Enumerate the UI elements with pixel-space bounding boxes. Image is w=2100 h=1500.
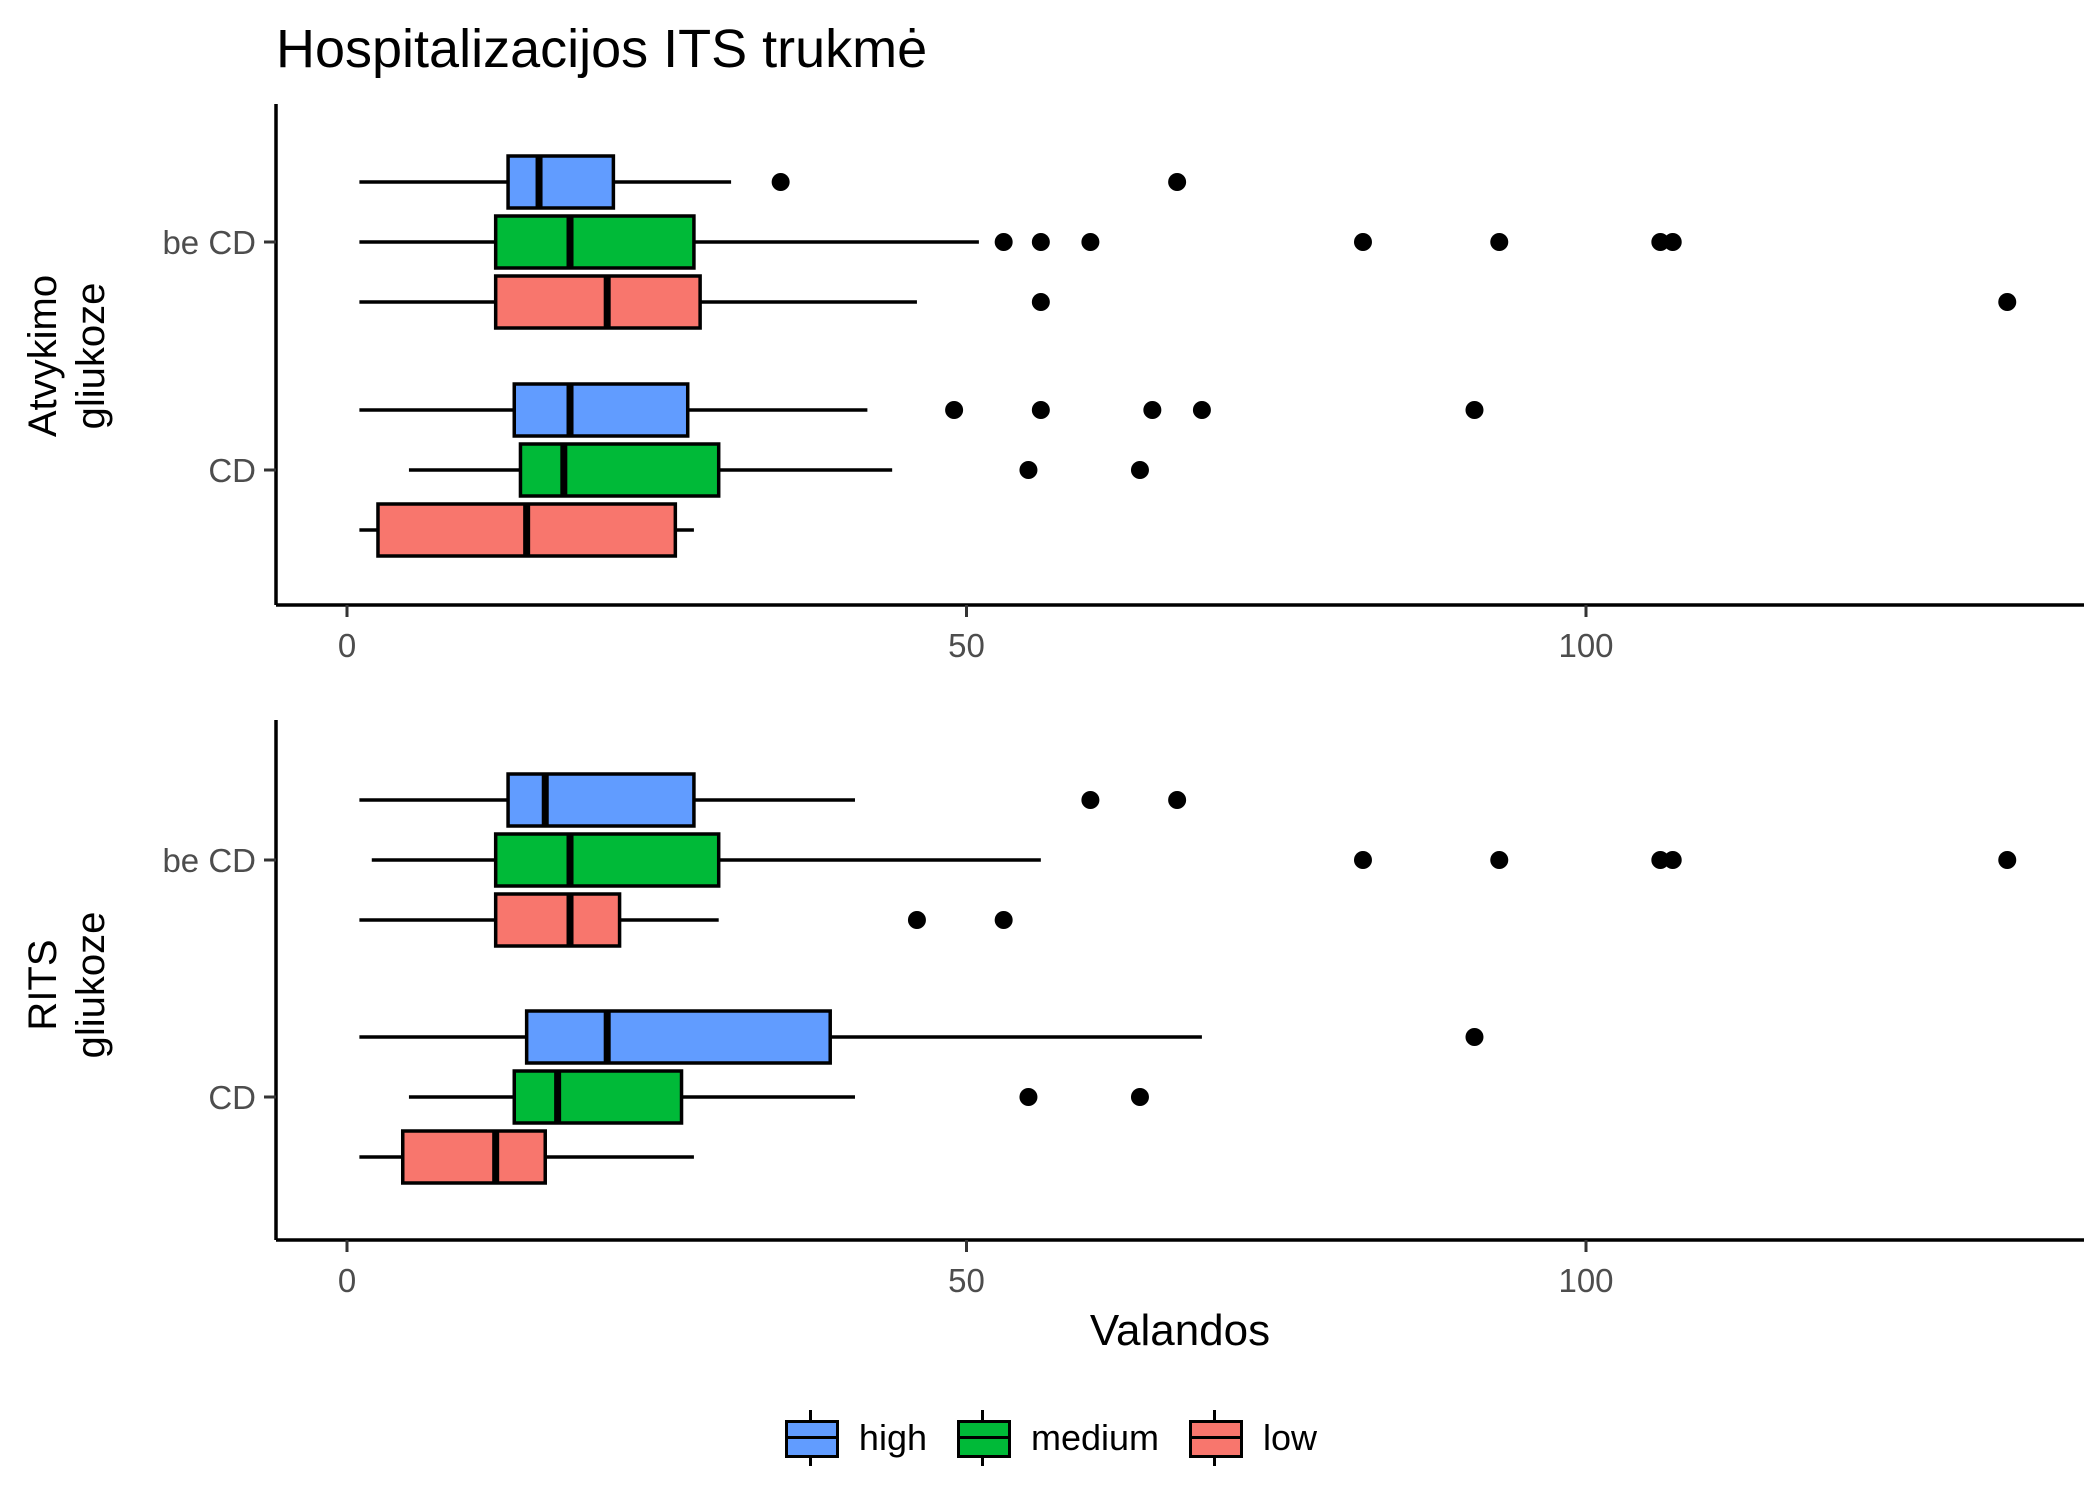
panel1-be-cd-medium-outlier	[1651, 233, 1670, 251]
legend-item-medium: medium	[955, 1410, 1159, 1466]
panel2-be-cd-low-box	[493, 892, 622, 948]
panel2-x-tick-label: 100	[1558, 1262, 1613, 1299]
panel1-cd-high-outlier	[1192, 401, 1211, 419]
panel1-y-tick-label: be CD	[162, 224, 256, 261]
legend-label-medium: medium	[1030, 1417, 1160, 1458]
panel2-be-cd-medium-outlier	[1490, 851, 1509, 869]
panel2-cd-medium-box	[512, 1069, 684, 1125]
panel1-x-tick-label: 100	[1558, 627, 1613, 664]
panel1-be-cd-medium-outlier	[1031, 233, 1050, 251]
panel2-be-cd-medium-outlier	[1651, 851, 1670, 869]
panel2-be-cd-medium-outlier	[1998, 851, 2017, 869]
panel1-be-cd-medium-outlier	[1663, 233, 1682, 251]
panel2-be-cd-low-outlier	[907, 911, 926, 929]
panel2-x-tick-label: 0	[338, 1262, 356, 1299]
panel2-be-cd-medium-box	[493, 832, 721, 888]
panel1-y-tick-label: CD	[208, 452, 256, 489]
legend-item-high: high	[783, 1410, 927, 1466]
panel1-be-cd-low-outlier	[1031, 293, 1050, 311]
x-axis-title: Valandos	[1089, 1306, 1271, 1355]
panel1-be-cd-high-outlier	[1168, 173, 1187, 191]
legend-item-low: low	[1187, 1410, 1317, 1466]
panel1-cd-high-outlier	[1143, 401, 1162, 419]
panel2-y-tick-label: CD	[208, 1079, 256, 1116]
panel2-x-tick-label: 50	[948, 1262, 985, 1299]
legend-key-medium	[955, 1410, 1011, 1466]
legend-swatch-high	[784, 1420, 839, 1458]
panel1-cd-high-outlier	[1031, 401, 1050, 419]
panel1-cd-high-outlier	[1465, 401, 1484, 419]
panel2-be-cd-high-outlier	[1081, 791, 1100, 809]
panel2-cd-high-box	[524, 1009, 832, 1065]
legend: high medium low	[0, 1410, 2100, 1466]
panel2-y-tick-label: be CD	[162, 842, 256, 879]
panel2-be-cd-high-box	[506, 772, 696, 828]
panel2-be-cd-medium-outlier	[1353, 851, 1372, 869]
panel1-be-cd-medium-box	[493, 214, 696, 270]
panel1-be-cd-high-outlier	[771, 173, 790, 191]
panel1-cd-medium-box	[518, 442, 721, 498]
panel1-be-cd-high-box	[506, 154, 616, 210]
panel1-cd-high-outlier	[945, 401, 964, 419]
panel2-be-cd-high-outlier	[1168, 791, 1187, 809]
panel2-cd-medium-outlier	[1130, 1088, 1149, 1106]
legend-swatch-low	[1189, 1420, 1244, 1458]
panel1-be-cd-medium-outlier	[1081, 233, 1100, 251]
panel1-cd-medium-outlier	[1019, 461, 1038, 479]
chart-title: Hospitalizacijos ITS trukmė	[276, 19, 928, 79]
legend-label-high: high	[858, 1417, 927, 1458]
panel1-x-tick-label: 50	[948, 627, 985, 664]
panel2-cd-low-box	[401, 1129, 547, 1185]
legend-swatch-medium	[956, 1420, 1011, 1458]
panel1-be-cd-medium-outlier	[1490, 233, 1509, 251]
panel1-cd-high-box	[512, 382, 690, 438]
panel1-be-cd-low-box	[493, 274, 702, 330]
panel1-be-cd-low-outlier	[1998, 293, 2017, 311]
panel2-cd-high-outlier	[1465, 1028, 1484, 1046]
panel2-be-cd-medium-outlier	[1663, 851, 1682, 869]
panel1-be-cd-medium-outlier	[994, 233, 1013, 251]
panel2-cd-medium-outlier	[1019, 1088, 1038, 1106]
legend-key-high	[783, 1410, 839, 1466]
legend-label-low: low	[1263, 1417, 1318, 1458]
panel2-be-cd-low-outlier	[994, 911, 1013, 929]
panel1-cd-medium-outlier	[1130, 461, 1149, 479]
panel1-x-tick-label: 0	[338, 627, 356, 664]
panel1-be-cd-medium-outlier	[1353, 233, 1372, 251]
legend-key-low	[1187, 1410, 1244, 1466]
